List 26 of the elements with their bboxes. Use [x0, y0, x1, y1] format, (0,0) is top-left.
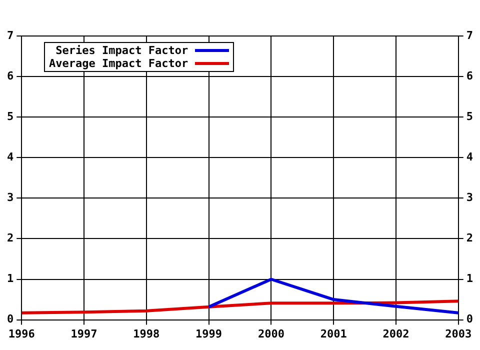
x-tick-label: 1997	[70, 327, 98, 340]
y-tick-label: 3	[7, 191, 14, 204]
y-tick-label: 1	[7, 272, 14, 286]
x-tick-label: 2002	[382, 327, 410, 340]
y2-tick-label: 0	[466, 312, 473, 326]
y2-tick-label: 4	[466, 150, 474, 164]
x-tick-label: 2001	[320, 327, 348, 340]
y-tick-label: 7	[7, 28, 14, 42]
y2-tick-label: 5	[466, 110, 473, 123]
x-tick-label: 1998	[133, 327, 160, 340]
y-tick-label: 0	[7, 312, 14, 326]
x-tick-label: 2003	[445, 327, 472, 340]
x-tick-label: 1996	[8, 327, 36, 340]
legend-label: Series Impact Factor	[56, 44, 188, 57]
x-tick-label: 1999	[196, 327, 222, 340]
y2-tick-label: 3	[466, 191, 473, 204]
y-tick-label: 2	[7, 232, 14, 245]
x-tick-label: 2000	[258, 327, 284, 340]
legend-label: Average Impact Factor	[49, 57, 188, 70]
y2-tick-label: 6	[466, 69, 474, 82]
y2-tick-label: 1	[466, 272, 474, 286]
y2-tick-label: 2	[466, 232, 473, 245]
y-tick-label: 4	[7, 150, 14, 164]
y-tick-label: 5	[7, 110, 14, 123]
y-tick-label: 6	[7, 69, 14, 82]
y2-tick-label: 7	[466, 28, 473, 42]
